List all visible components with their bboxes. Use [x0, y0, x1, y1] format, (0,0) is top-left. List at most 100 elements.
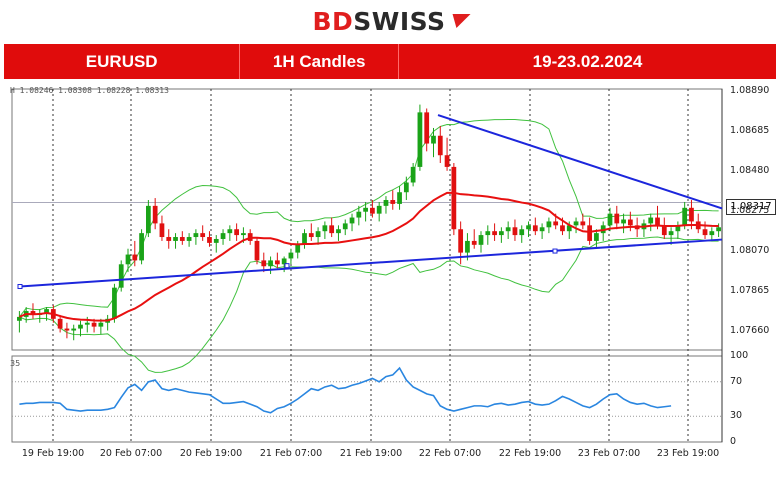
candle	[519, 225, 525, 243]
candle	[668, 227, 674, 245]
candle	[17, 311, 22, 333]
candle	[410, 163, 416, 187]
rsi-indicator-label: 35	[10, 359, 21, 368]
candle	[478, 231, 484, 253]
candle	[505, 221, 511, 239]
moving-average-line	[18, 191, 719, 322]
timeframe-label: 1H Candles	[240, 44, 399, 79]
candle	[526, 221, 531, 238]
candle	[152, 198, 158, 230]
candle	[268, 256, 273, 275]
trendline-handle	[552, 248, 558, 254]
candle	[166, 229, 172, 249]
candle	[30, 303, 36, 319]
time-tick-label: 21 Feb 07:00	[259, 448, 323, 459]
candle	[444, 137, 450, 171]
candle	[661, 217, 667, 239]
candle	[329, 217, 335, 238]
time-tick-label: 22 Feb 07:00	[418, 448, 482, 459]
candle	[370, 200, 375, 218]
candle	[539, 223, 545, 239]
time-tick-label: 22 Feb 19:00	[498, 448, 562, 459]
candle	[356, 205, 362, 226]
rsi-tick-label: 70	[730, 375, 743, 387]
candle	[492, 223, 497, 241]
resistance-trendline	[437, 114, 723, 210]
candle	[675, 221, 681, 239]
support-trendline	[19, 238, 723, 288]
time-tick-label: 20 Feb 19:00	[179, 448, 243, 459]
candle	[376, 201, 382, 222]
price-tick-label: 1.08275	[730, 204, 770, 216]
candle	[546, 217, 552, 234]
candle	[383, 196, 389, 214]
candle	[118, 260, 124, 292]
candle	[390, 190, 396, 210]
rsi-tick-label: 100	[730, 350, 749, 361]
time-tick-label: 23 Feb 19:00	[656, 448, 720, 459]
candle	[227, 225, 233, 241]
candle	[498, 227, 504, 243]
brand-part-1: BD	[312, 6, 354, 36]
candle	[234, 223, 240, 241]
candle	[607, 207, 613, 232]
candle	[57, 314, 63, 333]
candle	[207, 231, 212, 247]
candle	[627, 211, 633, 232]
price-pane	[11, 88, 723, 351]
candle	[78, 320, 83, 337]
candle	[274, 252, 280, 269]
candle	[437, 126, 443, 164]
price-tick-label: 1.07660	[730, 324, 770, 336]
candle	[186, 233, 192, 247]
date-range-label: 19-23.02.2024	[532, 51, 643, 71]
brand-logo: BDSWISS	[0, 0, 780, 42]
candle	[363, 201, 368, 222]
candle	[485, 225, 491, 245]
rsi-tick-label: 0	[730, 436, 737, 447]
ohlc-readout: H 1.08246 1.08308 1.08228 1.08313	[10, 86, 169, 95]
candle	[112, 283, 117, 323]
candle	[125, 248, 131, 273]
candle	[349, 213, 355, 232]
candle	[417, 104, 423, 171]
candle	[512, 219, 518, 241]
candle	[336, 225, 341, 241]
candle	[580, 213, 586, 230]
candle	[71, 324, 77, 341]
candle	[342, 219, 348, 236]
candle	[159, 215, 165, 241]
price-tick-label: 1.08480	[730, 164, 770, 176]
rsi-line	[19, 366, 672, 414]
candle	[431, 127, 436, 158]
candle	[193, 229, 199, 245]
candle	[132, 240, 138, 267]
current-price-tag: 1.08317	[726, 199, 776, 215]
rsi-pane	[11, 355, 723, 443]
candle	[614, 205, 620, 230]
candle	[709, 227, 715, 241]
symbol-label: EURUSD	[4, 44, 241, 79]
lower-band-line	[19, 236, 719, 373]
candle	[139, 229, 144, 265]
candle	[288, 248, 294, 265]
candle	[145, 200, 151, 238]
candle	[397, 186, 402, 210]
brand-part-2: SWISS	[353, 6, 446, 36]
candle	[594, 229, 599, 249]
price-tick-label: 1.08070	[730, 244, 770, 256]
candle	[648, 213, 654, 232]
time-tick-label: 21 Feb 19:00	[339, 448, 403, 459]
candle	[254, 237, 260, 265]
candle	[220, 229, 226, 245]
time-tick-label: 20 Feb 07:00	[99, 448, 163, 459]
candle	[179, 231, 185, 245]
trendline-handle	[17, 284, 23, 290]
chart-header-banner: EURUSD 1H Candles 19-23.02.2024	[4, 44, 776, 79]
candle	[403, 176, 409, 201]
candle	[64, 322, 70, 339]
candle	[302, 229, 307, 249]
candle	[471, 229, 477, 249]
time-tick-label: 23 Feb 07:00	[577, 448, 641, 459]
